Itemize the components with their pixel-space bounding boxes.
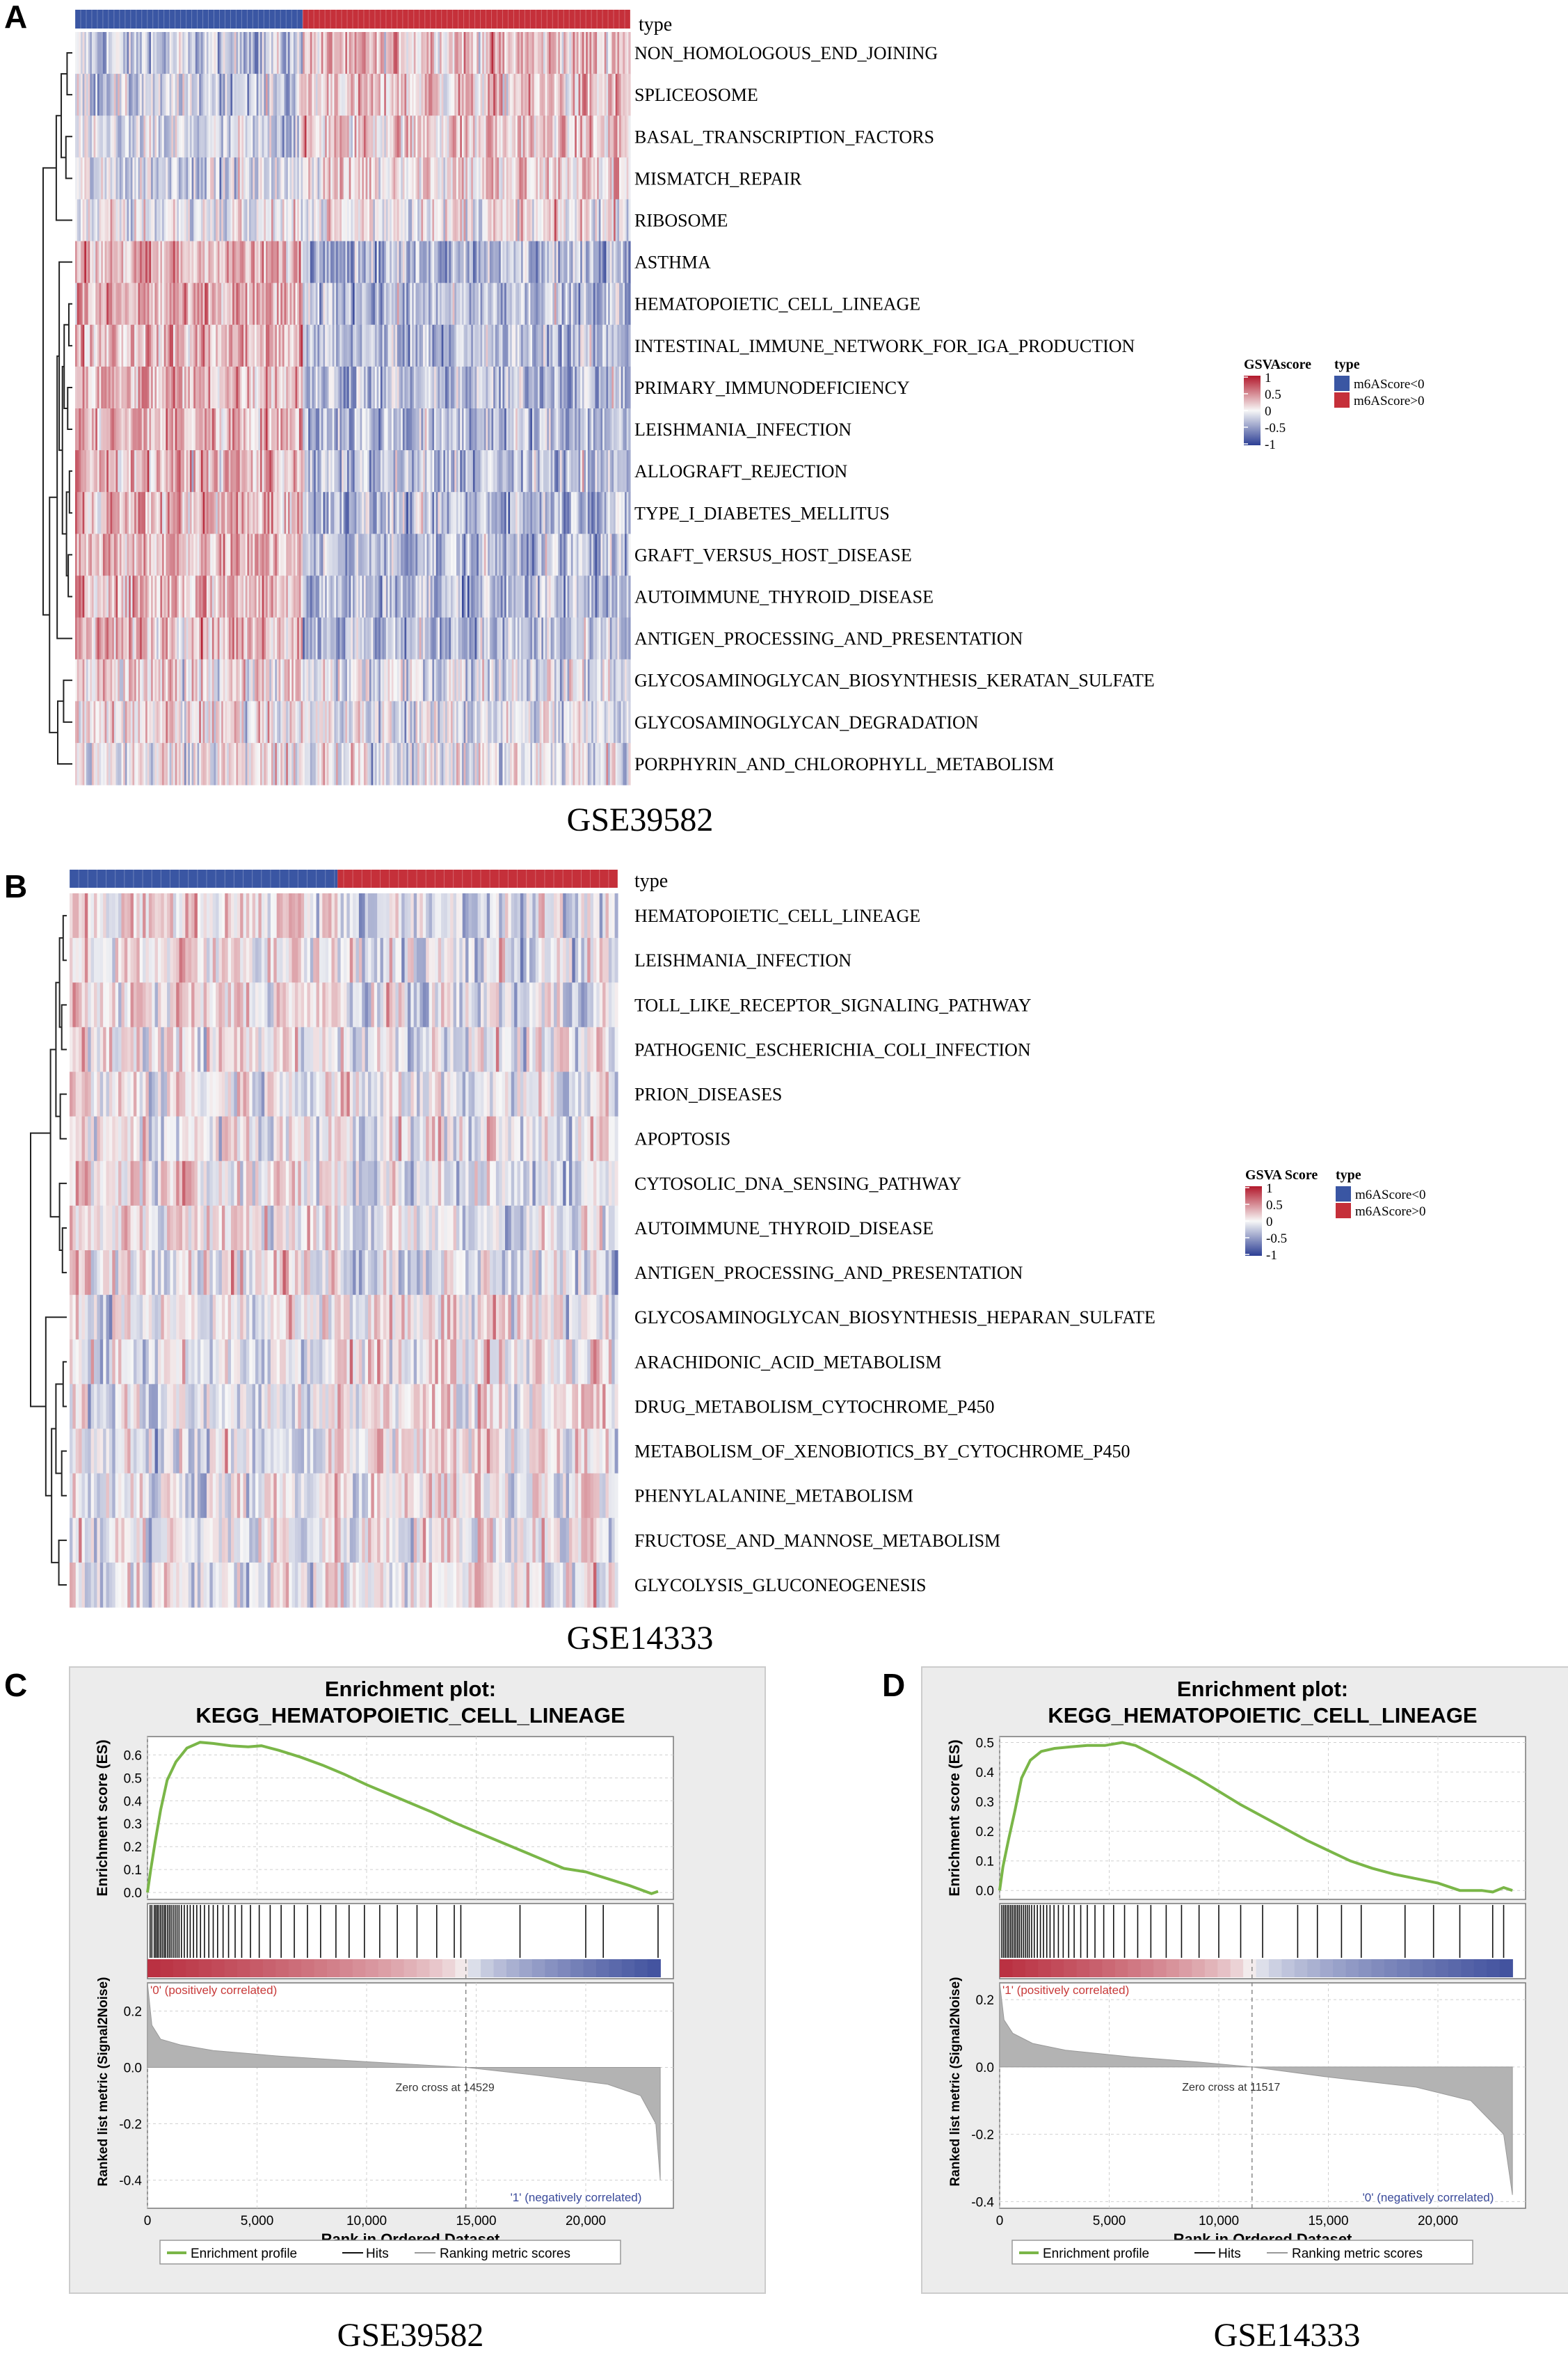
heatmap-cell bbox=[628, 618, 630, 660]
heatmap-cell bbox=[628, 199, 630, 241]
heatmap-cell bbox=[628, 115, 630, 158]
heatmap-cell bbox=[628, 325, 630, 367]
heatmap-cells bbox=[75, 32, 631, 785]
heatmap-row bbox=[75, 408, 631, 451]
dataset-label-b: GSE14333 bbox=[567, 1620, 714, 1657]
type-label-b: type bbox=[634, 870, 668, 892]
heatmap-cell bbox=[628, 492, 630, 534]
panel-letter-c: C bbox=[4, 1667, 27, 1703]
panel-letter-a: A bbox=[4, 0, 27, 35]
heatmap-row bbox=[75, 534, 631, 576]
heatmap-row bbox=[75, 241, 631, 284]
heatmap-cell bbox=[628, 408, 630, 451]
type-label-a: type bbox=[639, 14, 672, 35]
heatmap-row bbox=[75, 660, 631, 702]
heatmap-row bbox=[75, 157, 631, 200]
heatmap-row bbox=[75, 618, 631, 660]
heatmap-row bbox=[75, 367, 631, 409]
heatmap-cell bbox=[628, 450, 630, 493]
dataset-label-c: GSE39582 bbox=[337, 2317, 484, 2350]
dataset-label-a: GSE39582 bbox=[567, 801, 714, 838]
heatmap-cell bbox=[628, 534, 630, 576]
heatmap-panel-a: NON_HOMOLOGOUS_END_JOININGSPLICEOSOMEBAS… bbox=[43, 10, 1424, 785]
heatmap-row bbox=[75, 199, 631, 241]
heatmap-cell bbox=[628, 74, 630, 116]
heatmap-row bbox=[75, 74, 631, 116]
heatmap-cell bbox=[628, 367, 630, 409]
heatmap-cell bbox=[628, 241, 630, 284]
heatmap-row bbox=[75, 283, 631, 326]
heatmap-row bbox=[75, 575, 631, 618]
type-bar-high-group bbox=[303, 10, 630, 29]
heatmap-row bbox=[75, 492, 631, 534]
heatmap-cell bbox=[628, 575, 630, 618]
heatmap-cell bbox=[628, 32, 630, 74]
type-bar bbox=[75, 10, 630, 29]
panel-letter-d: D bbox=[882, 1667, 905, 1703]
heatmap-cell bbox=[628, 660, 630, 702]
heatmap-row bbox=[75, 701, 631, 744]
type-bar-low-group bbox=[75, 10, 303, 29]
dynamic-chart-layer: NON_HOMOLOGOUS_END_JOININGSPLICEOSOMEBAS… bbox=[31, 10, 1568, 2293]
heatmap-row bbox=[75, 325, 631, 367]
heatmap-row bbox=[75, 115, 631, 158]
heatmap-cell bbox=[628, 157, 630, 200]
heatmap-row bbox=[75, 450, 631, 493]
dataset-label-d: GSE14333 bbox=[1214, 2317, 1361, 2350]
panel-letter-b: B bbox=[4, 868, 27, 904]
heatmap-cell bbox=[628, 283, 630, 326]
heatmap-row bbox=[75, 32, 631, 74]
